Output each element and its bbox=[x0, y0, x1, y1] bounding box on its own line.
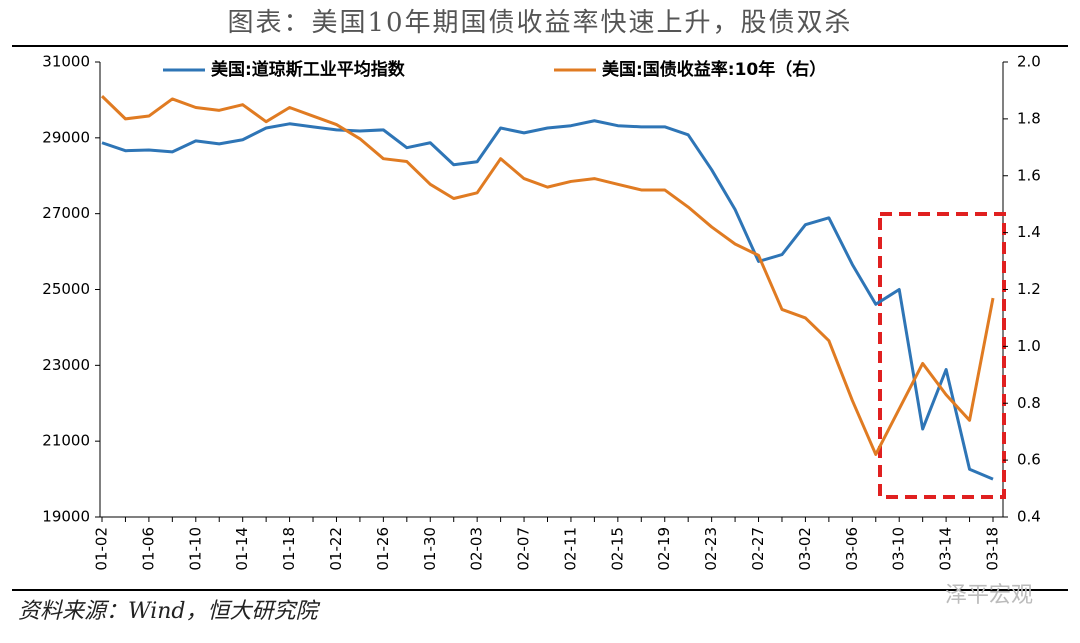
y2-tick-label: 1.0 bbox=[1017, 337, 1041, 355]
y2-tick-label: 0.8 bbox=[1017, 394, 1041, 412]
y-tick-label: 23000 bbox=[42, 356, 90, 374]
x-tick-label: 02-19 bbox=[655, 527, 673, 571]
legend-label: 美国:国债收益率:10年（右） bbox=[602, 59, 826, 80]
y2-tick-label: 1.2 bbox=[1017, 280, 1041, 298]
y-tick-label: 29000 bbox=[42, 128, 90, 146]
y-tick-label: 21000 bbox=[42, 432, 90, 450]
x-tick-label: 03-14 bbox=[937, 527, 955, 571]
x-tick-label: 01-02 bbox=[93, 527, 111, 571]
highlight-box bbox=[878, 212, 1006, 499]
x-tick-label: 01-30 bbox=[421, 527, 439, 571]
x-tick-label: 01-22 bbox=[327, 527, 345, 571]
x-tick-label: 02-23 bbox=[702, 527, 720, 571]
x-tick-label: 02-27 bbox=[749, 527, 767, 571]
legend-label: 美国:道琼斯工业平均指数 bbox=[211, 59, 406, 80]
x-tick-label: 01-10 bbox=[186, 527, 204, 571]
x-tick-label: 03-02 bbox=[796, 527, 814, 571]
watermark: 泽平宏观 bbox=[945, 583, 1033, 608]
chart-title: 图表：美国10年期国债收益率快速上升，股债双杀 bbox=[227, 8, 852, 38]
x-tick-label: 02-03 bbox=[468, 527, 486, 571]
y2-tick-label: 0.4 bbox=[1017, 508, 1041, 526]
series-line bbox=[100, 95, 995, 456]
x-tick-label: 02-07 bbox=[515, 527, 533, 571]
source: 资料来源：Wind，恒大研究院 bbox=[18, 599, 321, 624]
y-tick-label: 25000 bbox=[42, 280, 90, 298]
x-tick-label: 01-14 bbox=[233, 527, 251, 571]
x-tick-label: 01-18 bbox=[280, 527, 298, 571]
series-line bbox=[101, 119, 994, 481]
x-tick-label: 02-11 bbox=[561, 527, 579, 571]
y2-tick-label: 1.8 bbox=[1017, 109, 1041, 127]
y2-tick-label: 2.0 bbox=[1017, 53, 1041, 71]
y-tick-label: 19000 bbox=[42, 508, 90, 526]
x-tick-label: 03-06 bbox=[843, 527, 861, 571]
x-tick-label: 03-10 bbox=[890, 527, 908, 571]
y-tick-label: 27000 bbox=[42, 204, 90, 222]
x-tick-label: 01-06 bbox=[139, 527, 157, 571]
x-tick-label: 03-18 bbox=[984, 527, 1002, 571]
x-tick-label: 02-15 bbox=[608, 527, 626, 571]
y-tick-label: 31000 bbox=[42, 53, 90, 71]
y2-tick-label: 1.6 bbox=[1017, 166, 1041, 184]
y2-tick-label: 1.4 bbox=[1017, 223, 1041, 241]
y2-tick-label: 0.6 bbox=[1017, 451, 1041, 469]
x-tick-label: 01-26 bbox=[374, 527, 392, 571]
